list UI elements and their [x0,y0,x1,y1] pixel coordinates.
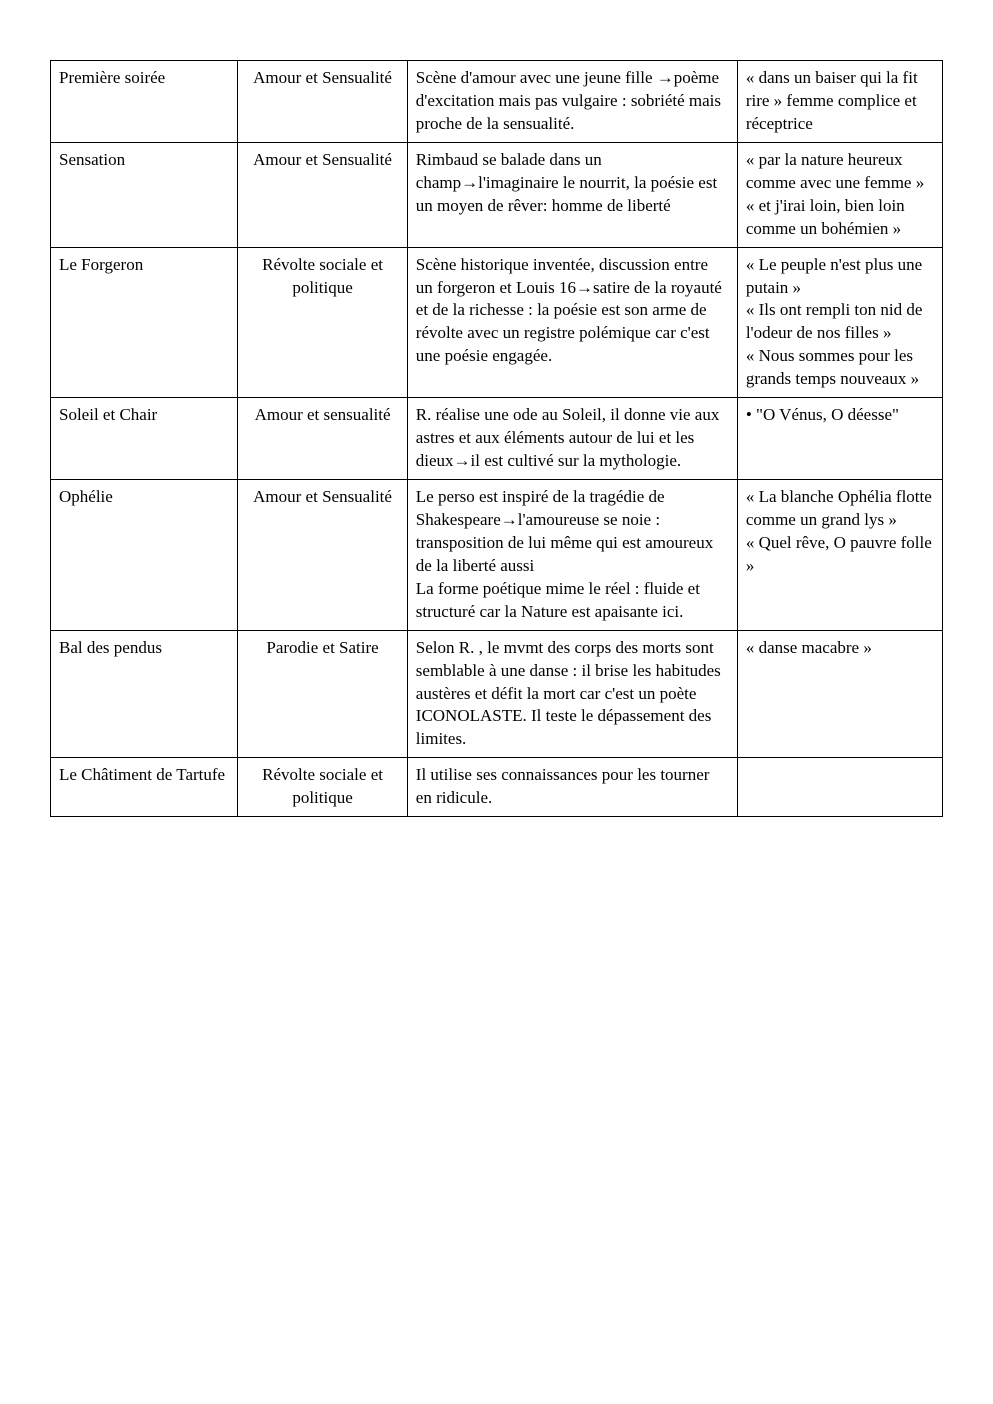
cell-title: Le Châtiment de Tartufe [51,758,238,817]
cell-quote: « par la nature heureux comme avec une f… [737,142,942,247]
cell-analysis: Rimbaud se balade dans un champ→l'imagin… [407,142,737,247]
cell-quote [737,758,942,817]
table-body: Première soiréeAmour et SensualitéScène … [51,61,943,817]
cell-quote: « La blanche Ophélia flotte comme un gra… [737,480,942,631]
table-row: Soleil et ChairAmour et sensualitéR. réa… [51,398,943,480]
table-row: Le Châtiment de TartufeRévolte sociale e… [51,758,943,817]
cell-quote: • "O Vénus, O déesse" [737,398,942,480]
cell-theme: Amour et sensualité [238,398,407,480]
cell-title: Le Forgeron [51,247,238,398]
cell-analysis: Le perso est inspiré de la tragédie de S… [407,480,737,631]
table-row: Bal des pendusParodie et SatireSelon R. … [51,630,943,758]
cell-title: Bal des pendus [51,630,238,758]
document-table: Première soiréeAmour et SensualitéScène … [50,60,943,817]
table-row: OphélieAmour et SensualitéLe perso est i… [51,480,943,631]
table-row: Le ForgeronRévolte sociale et politiqueS… [51,247,943,398]
cell-analysis: Scène d'amour avec une jeune fille →poèm… [407,61,737,143]
cell-theme: Amour et Sensualité [238,480,407,631]
cell-theme: Parodie et Satire [238,630,407,758]
cell-analysis: Scène historique inventée, discussion en… [407,247,737,398]
cell-theme: Révolte sociale et politique [238,758,407,817]
cell-quote: « Le peuple n'est plus une putain »« Ils… [737,247,942,398]
cell-title: Première soirée [51,61,238,143]
cell-title: Ophélie [51,480,238,631]
cell-theme: Amour et Sensualité [238,142,407,247]
table-row: SensationAmour et SensualitéRimbaud se b… [51,142,943,247]
cell-title: Sensation [51,142,238,247]
cell-analysis: R. réalise une ode au Soleil, il donne v… [407,398,737,480]
cell-theme: Amour et Sensualité [238,61,407,143]
table-row: Première soiréeAmour et SensualitéScène … [51,61,943,143]
cell-analysis: Il utilise ses connaissances pour les to… [407,758,737,817]
cell-analysis: Selon R. , le mvmt des corps des morts s… [407,630,737,758]
cell-quote: « dans un baiser qui la fit rire » femme… [737,61,942,143]
cell-theme: Révolte sociale et politique [238,247,407,398]
cell-quote: « danse macabre » [737,630,942,758]
cell-title: Soleil et Chair [51,398,238,480]
